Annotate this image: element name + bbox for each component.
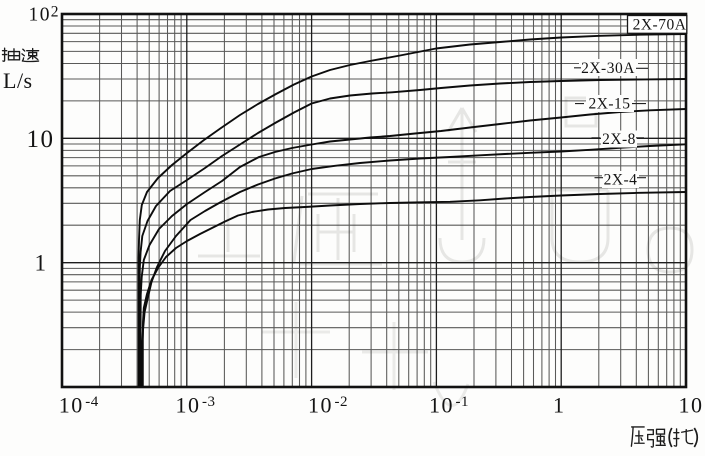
svg-text:2X-15: 2X-15 [588, 96, 630, 113]
svg-text:2X-8: 2X-8 [602, 131, 636, 148]
svg-text:10: 10 [308, 393, 333, 418]
svg-text:10: 10 [59, 393, 84, 418]
svg-text:2X-4: 2X-4 [604, 172, 638, 189]
svg-text:1: 1 [35, 251, 47, 276]
svg-text:2: 2 [51, 3, 59, 20]
svg-text:L/s: L/s [3, 68, 33, 93]
svg-text:1: 1 [553, 393, 564, 418]
svg-text:-3: -3 [202, 394, 216, 410]
svg-text:-2: -2 [335, 394, 349, 410]
svg-text:10: 10 [429, 393, 454, 418]
svg-text:-1: -1 [456, 394, 470, 410]
svg-text:2X-30A: 2X-30A [581, 60, 635, 77]
svg-text:2X-70A: 2X-70A [633, 17, 687, 34]
svg-text:-4: -4 [85, 394, 99, 410]
svg-text:10: 10 [679, 393, 704, 418]
svg-text:10: 10 [27, 126, 55, 153]
svg-text:10: 10 [29, 5, 52, 26]
svg-text:10: 10 [176, 393, 201, 418]
